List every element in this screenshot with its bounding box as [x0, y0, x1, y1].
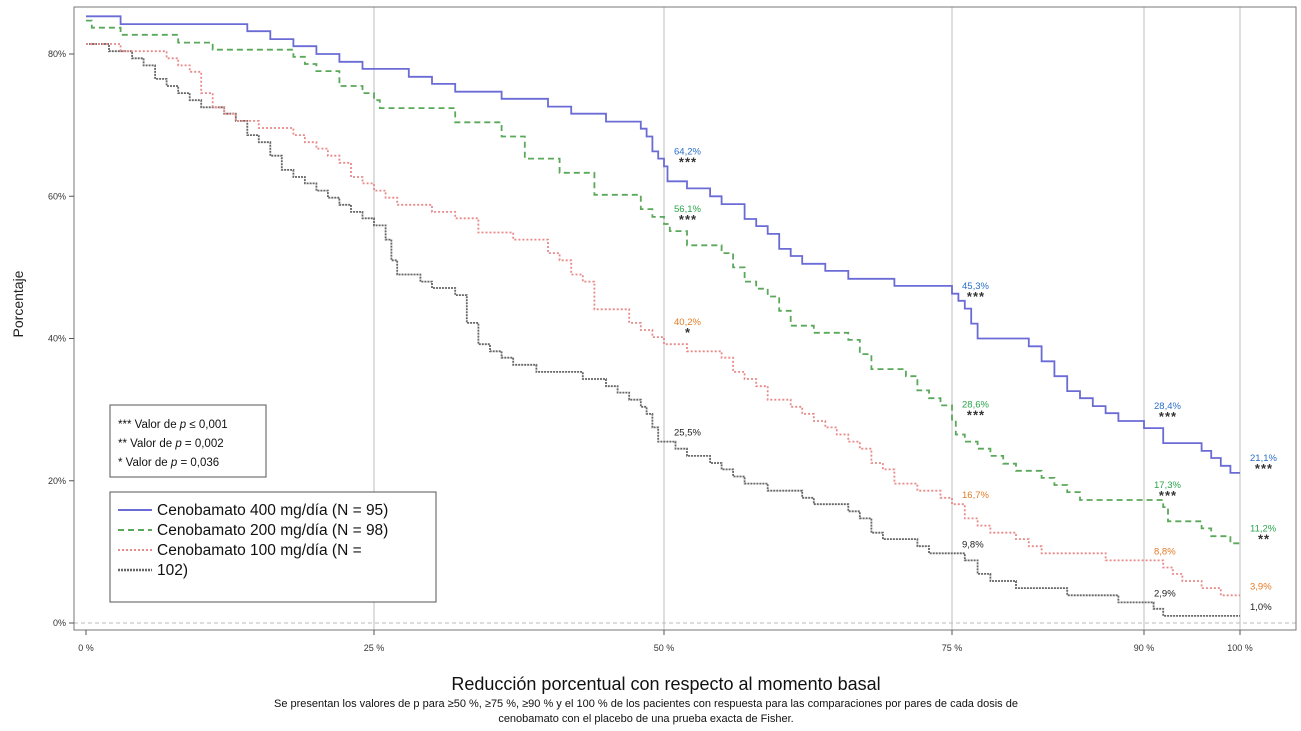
x-tick-label-4: 90 %: [1134, 643, 1155, 653]
plot-frame: [73, 6, 1297, 631]
x-axis-label: Reducción porcentual con respecto al mom…: [451, 674, 880, 694]
series-legend: Cenobamato 400 mg/día (N = 95) Cenobamato…: [109, 491, 437, 603]
y-tick-label-3: 60%: [48, 191, 66, 201]
significance-stars-s1-1: ***: [967, 408, 985, 423]
series-line-1: [86, 19, 1240, 545]
significance-stars-s0-0: ***: [679, 154, 697, 169]
x-tick-label-1: 25 %: [364, 643, 385, 653]
pvalue-legend-row-0: *** Valor de p ≤ 0,001: [118, 419, 228, 431]
footnote-line-2: cenobamato con el placebo de una prueba …: [498, 713, 793, 725]
significance-stars-s0-1: ***: [967, 289, 985, 304]
series-line-0: [86, 15, 1240, 474]
pvalue-legend: *** Valor de p ≤ 0,001 ** Valor de p = 0,…: [109, 404, 267, 478]
legend-label-2-0: Cenobamato 100 mg/día (N =: [157, 542, 362, 559]
value-label-s2-2: 8,8%: [1154, 546, 1176, 557]
significance-stars-s0-3: ***: [1255, 461, 1273, 476]
y-tick-label-0: 0%: [53, 618, 66, 628]
x-tick-label-3: 75 %: [942, 643, 963, 653]
significance-stars-s1-0: ***: [679, 212, 697, 227]
significance-stars-s2-0: *: [685, 325, 691, 340]
y-axis-ticks: 0% 20% 40% 60% 80%: [48, 49, 74, 628]
value-label-s2-0: 40,2%: [674, 317, 701, 328]
series-line-3: [86, 43, 1240, 617]
pvalue-legend-row-1: ** Valor de p = 0,002: [118, 438, 224, 450]
x-tick-label-5: 100 %: [1227, 643, 1253, 653]
value-label-s3-0: 25,5%: [674, 428, 701, 439]
value-label-s1-3: 11,2%: [1250, 523, 1277, 534]
value-label-s0-2: 28,4%: [1154, 401, 1181, 412]
value-label-s0-3: 21,1%: [1250, 453, 1277, 464]
footnote-line-1: Se presentan los valores de p para ≥50 %…: [274, 698, 1018, 710]
y-tick-label-2: 40%: [48, 334, 66, 344]
y-axis-label: Porcentaje: [10, 270, 26, 337]
value-label-s2-1: 16,7%: [962, 490, 989, 501]
value-label-s3-1: 9,8%: [962, 539, 984, 550]
value-label-s1-1: 28,6%: [962, 400, 989, 411]
value-label-s2-3: 3,9%: [1250, 581, 1272, 592]
legend-label-2-1: 102): [157, 562, 188, 579]
pvalue-legend-row-2: * Valor de p = 0,036: [118, 457, 219, 469]
value-label-s0-0: 64,2%: [674, 146, 701, 157]
value-label-s0-1: 45,3%: [962, 281, 989, 292]
x-axis-ticks: 0 % 25 % 50 % 75 % 90 % 100 %: [78, 630, 1253, 653]
series-lines: [86, 15, 1240, 617]
value-label-s1-2: 17,3%: [1154, 480, 1181, 491]
value-label-s3-2: 2,9%: [1154, 588, 1176, 599]
y-tick-label-4: 80%: [48, 49, 66, 59]
y-tick-label-1: 20%: [48, 476, 66, 486]
series-annotations: 64,2%***45,3%***28,4%***21,1%***56,1%***…: [674, 146, 1277, 613]
x-tick-label-0: 0 %: [78, 643, 94, 653]
x-tick-label-2: 50 %: [654, 643, 675, 653]
legend-label-1-0: Cenobamato 200 mg/día (N = 98): [157, 522, 388, 539]
value-label-s1-0: 56,1%: [674, 204, 701, 215]
significance-stars-s0-2: ***: [1159, 409, 1177, 424]
legend-label-0-0: Cenobamato 400 mg/día (N = 95): [157, 502, 388, 519]
significance-stars-s1-2: ***: [1159, 488, 1177, 503]
value-label-s3-3: 1,0%: [1250, 602, 1272, 613]
significance-stars-s1-3: **: [1258, 531, 1270, 546]
